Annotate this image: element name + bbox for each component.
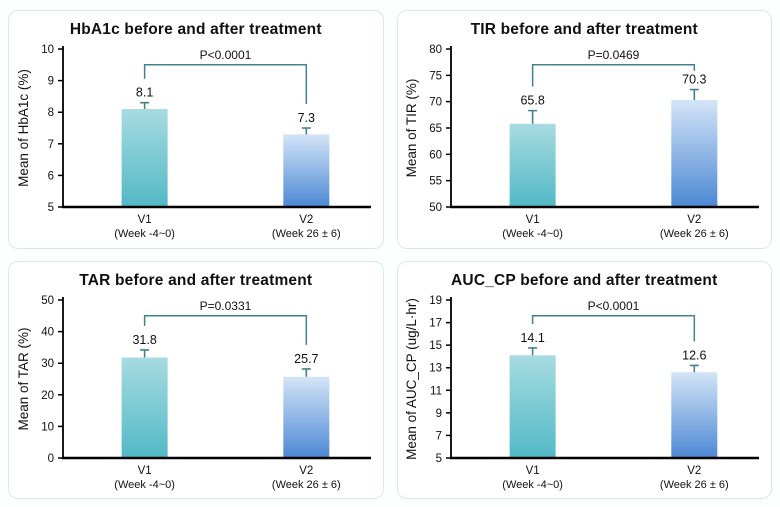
x-category-sublabel: (Week -4~0) — [114, 479, 175, 491]
y-tick-label: 50 — [429, 202, 442, 214]
bar — [671, 100, 718, 207]
y-tick-label: 75 — [429, 70, 442, 82]
chart-title-hba1c: HbA1c before and after treatment — [69, 21, 322, 38]
significance-bracket — [143, 64, 307, 104]
bar — [509, 354, 556, 458]
y-tick-label: 40 — [41, 326, 54, 338]
y-tick-label: 5 — [47, 202, 53, 214]
x-category-label: V2 — [299, 214, 313, 226]
x-category-label: V1 — [137, 465, 151, 477]
x-category-sublabel: (Week 26 ± 6) — [272, 228, 341, 240]
value-label: 31.8 — [132, 332, 156, 346]
x-category-sublabel: (Week -4~0) — [114, 228, 175, 240]
y-tick-label: 9 — [436, 407, 442, 419]
x-category-sublabel: (Week 26 ± 6) — [660, 479, 729, 491]
x-category-sublabel: (Week 26 ± 6) — [272, 479, 341, 491]
value-label: 12.6 — [682, 348, 706, 362]
chart-title-tar: TAR before and after treatment — [79, 271, 313, 289]
hba1c-bar-chart: 5 6 7 8 9 10 Mean of HbA1c (%) 8.1 V1 (Week -4~0)… — [16, 44, 371, 240]
panel-auc-cp: AUC_CP before and after treatment 5 7 9 11 1… — [396, 260, 772, 499]
panel-hba1c: HbA1c before and after treatment 5 6 7 8 9 10… — [8, 10, 384, 249]
y-tick-label: 9 — [47, 76, 53, 88]
p-value-label: P=0.0331 — [199, 298, 251, 312]
bar — [283, 134, 330, 207]
value-label: 8.1 — [136, 86, 153, 100]
value-label: 14.1 — [521, 330, 545, 344]
y-tick-label: 0 — [47, 453, 53, 465]
panel-tir: TIR before and after treatment 50 55 60 65 7… — [396, 10, 772, 249]
x-category-sublabel: (Week 26 ± 6) — [660, 228, 729, 240]
y-tick-label: 13 — [429, 362, 442, 374]
bar — [121, 109, 168, 207]
p-value-label: P=0.0469 — [588, 48, 640, 62]
bar — [283, 376, 330, 458]
y-tick-label: 8 — [47, 107, 53, 119]
bar — [509, 123, 556, 207]
y-tick-label: 65 — [429, 123, 442, 135]
x-category-label: V1 — [526, 214, 540, 226]
y-axis-title: Mean of AUC_CP (ug/L·hr) — [404, 298, 419, 460]
bar — [121, 357, 168, 458]
y-tick-label: 6 — [47, 170, 53, 182]
p-value-label: P<0.0001 — [588, 298, 640, 312]
auc-cp-bar-chart: 5 7 9 11 13 15 17 19 Mean of AUC_CP (ug/L·hr) 14.… — [404, 295, 760, 491]
significance-bracket — [143, 314, 307, 345]
y-tick-label: 20 — [41, 389, 54, 401]
chart-title-auc-cp: AUC_CP before and after treatment — [451, 271, 718, 289]
tar-bar-chart: 0 10 20 30 40 50 Mean of TAR (%) 31.8 V1 (Week -4… — [16, 295, 371, 491]
y-tick-label: 7 — [47, 139, 53, 151]
y-tick-label: 19 — [429, 295, 442, 307]
chart-title-tir: TIR before and after treatment — [470, 21, 698, 38]
value-label: 25.7 — [294, 351, 318, 365]
y-axis-title: Mean of TIR (%) — [404, 79, 419, 178]
value-label: 7.3 — [297, 111, 314, 125]
y-tick-label: 7 — [436, 430, 442, 442]
panel-tar: TAR before and after treatment 0 10 20 30 40… — [8, 260, 384, 499]
x-category-label: V1 — [137, 214, 151, 226]
x-category-sublabel: (Week -4~0) — [503, 228, 564, 240]
value-label: 65.8 — [521, 94, 545, 108]
y-tick-label: 50 — [41, 295, 54, 307]
value-label: 70.3 — [682, 73, 706, 87]
x-category-label: V2 — [688, 214, 702, 226]
x-category-label: V2 — [299, 465, 313, 477]
p-value-label: P<0.0001 — [199, 48, 251, 62]
y-tick-label: 60 — [429, 149, 442, 161]
y-tick-label: 10 — [41, 44, 54, 56]
y-tick-label: 5 — [436, 453, 442, 465]
y-axis-title: Mean of HbA1c (%) — [16, 69, 31, 187]
bar — [671, 371, 718, 458]
x-category-label: V1 — [526, 465, 540, 477]
y-tick-label: 11 — [430, 385, 442, 397]
y-tick-label: 80 — [429, 44, 442, 56]
y-tick-label: 70 — [429, 97, 442, 109]
tir-bar-chart: 50 55 60 65 70 75 80 Mean of TIR (%) 65.8 V1 (Week… — [404, 44, 760, 240]
y-tick-label: 15 — [429, 340, 442, 352]
x-category-sublabel: (Week -4~0) — [503, 479, 564, 491]
x-category-label: V2 — [688, 465, 702, 477]
y-tick-label: 30 — [41, 358, 54, 370]
y-tick-label: 10 — [41, 421, 54, 433]
y-tick-label: 55 — [429, 176, 442, 188]
significance-bracket — [532, 64, 696, 87]
significance-bracket — [532, 314, 696, 341]
y-axis-title: Mean of TAR (%) — [16, 327, 31, 430]
y-tick-label: 17 — [429, 317, 442, 329]
